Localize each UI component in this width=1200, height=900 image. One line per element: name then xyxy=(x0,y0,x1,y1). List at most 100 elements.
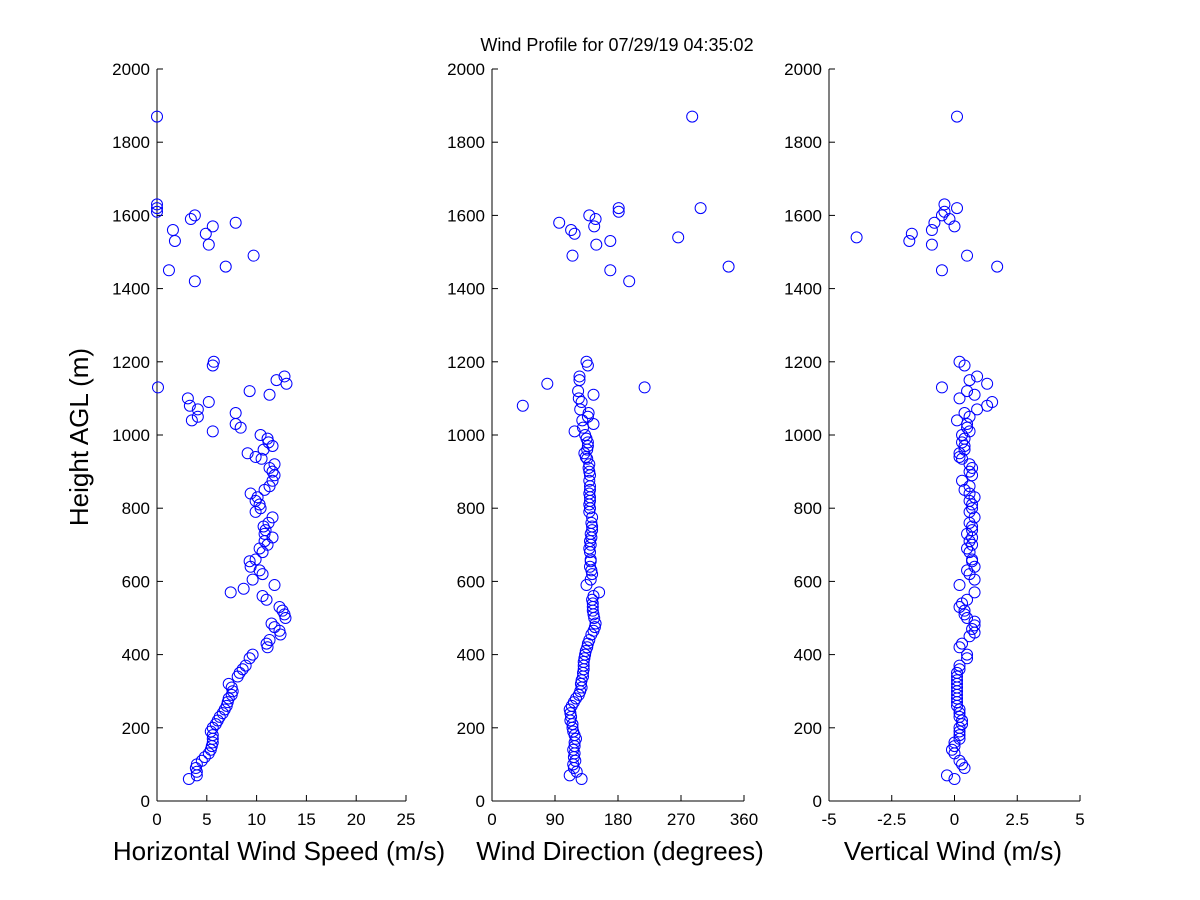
data-point xyxy=(573,374,586,387)
data-point xyxy=(956,637,969,650)
data-point xyxy=(188,209,201,222)
data-point xyxy=(579,429,592,441)
data-point xyxy=(961,652,974,665)
data-point xyxy=(966,524,979,537)
data-point xyxy=(195,754,208,767)
panel-vertical-wind: 0 200 400 600 800 1000 1200 1400 1600 1800 2000 -5 -… xyxy=(784,60,1085,866)
data-point xyxy=(948,773,961,786)
data-point xyxy=(593,586,606,599)
data-point xyxy=(956,436,969,449)
x-axis-label: Wind Direction (degrees) xyxy=(476,836,764,866)
data-point xyxy=(953,703,966,716)
data-point xyxy=(225,681,238,694)
data-point xyxy=(246,573,259,586)
y-tick-label: 1400 xyxy=(447,280,485,299)
data-point xyxy=(951,414,964,427)
data-point xyxy=(968,560,981,573)
data-point xyxy=(246,648,259,661)
data-point xyxy=(588,621,601,634)
data-point xyxy=(586,520,599,533)
data-point xyxy=(151,202,163,215)
y-tick-label: 1600 xyxy=(784,206,822,225)
data-point xyxy=(268,621,281,634)
data-point xyxy=(573,370,586,383)
data-point xyxy=(956,474,969,487)
x-tick-label: 0 xyxy=(950,810,959,829)
data-point xyxy=(583,209,596,222)
data-point xyxy=(261,432,274,445)
data-point xyxy=(963,465,976,478)
x-tick-label: 20 xyxy=(347,810,366,829)
data-point xyxy=(953,601,966,614)
data-point xyxy=(587,388,600,401)
data-point xyxy=(581,439,594,452)
data-point xyxy=(191,403,204,416)
y-tick-label: 200 xyxy=(794,719,822,738)
y-tick-label: 1200 xyxy=(784,353,822,372)
data-point xyxy=(966,502,979,515)
data-point xyxy=(953,707,966,720)
data-point xyxy=(961,564,974,577)
data-point xyxy=(206,220,219,233)
data-point xyxy=(582,461,595,474)
data-point xyxy=(686,110,699,123)
data-point xyxy=(278,370,291,383)
x-tick-label: -2.5 xyxy=(877,810,906,829)
data-point xyxy=(961,648,974,661)
data-point xyxy=(572,392,585,405)
data-point xyxy=(565,224,578,237)
y-tick-label: 1000 xyxy=(784,426,822,445)
data-point xyxy=(963,374,976,387)
data-point xyxy=(260,593,273,606)
data-point xyxy=(589,213,602,226)
data-point xyxy=(243,652,256,665)
data-point xyxy=(951,674,964,687)
data-point xyxy=(938,198,951,211)
y-axis-label: Height AGL (m) xyxy=(64,348,94,526)
data-point xyxy=(590,238,603,251)
data-point xyxy=(578,447,591,460)
data-point xyxy=(953,579,966,592)
data-point xyxy=(162,264,175,277)
data-point xyxy=(953,725,966,738)
data-point xyxy=(151,381,164,394)
data-point xyxy=(604,264,617,277)
data-point xyxy=(188,275,201,288)
panel-wind-direction: 0 200 400 600 800 1000 1200 1400 1600 1800 2000 0 90… xyxy=(447,60,764,866)
data-point xyxy=(151,205,163,218)
data-point xyxy=(229,216,242,229)
data-point xyxy=(568,227,581,240)
data-point xyxy=(563,703,576,716)
data-point xyxy=(956,452,969,465)
data-point xyxy=(961,593,974,606)
data-point xyxy=(903,235,916,248)
data-point xyxy=(222,677,235,690)
x-tick-label: 360 xyxy=(730,810,758,829)
data-point xyxy=(958,407,971,420)
data-point xyxy=(623,275,636,288)
data-point xyxy=(956,718,969,731)
data-point xyxy=(181,392,194,405)
y-tick-label: 600 xyxy=(122,572,150,591)
data-point xyxy=(273,601,286,614)
x-tick-label: 10 xyxy=(247,810,266,829)
x-tick-label: 5 xyxy=(1075,810,1084,829)
data-point xyxy=(185,414,198,427)
data-point xyxy=(266,511,279,524)
data-point xyxy=(224,586,237,599)
y-tick-label: 600 xyxy=(457,572,485,591)
y-tick-label: 800 xyxy=(794,499,822,518)
data-point xyxy=(581,641,594,654)
data-point xyxy=(586,568,599,581)
x-axis-label: Vertical Wind (m/s) xyxy=(844,836,1062,866)
data-point xyxy=(953,710,966,723)
data-point xyxy=(575,396,588,409)
data-point xyxy=(953,392,966,405)
data-point xyxy=(253,498,266,511)
x-axis-label: Horizontal Wind Speed (m/s) xyxy=(113,836,445,866)
data-point xyxy=(966,461,979,474)
data-point xyxy=(266,474,279,487)
y-tick-label: 400 xyxy=(122,646,150,665)
data-point xyxy=(581,410,594,423)
